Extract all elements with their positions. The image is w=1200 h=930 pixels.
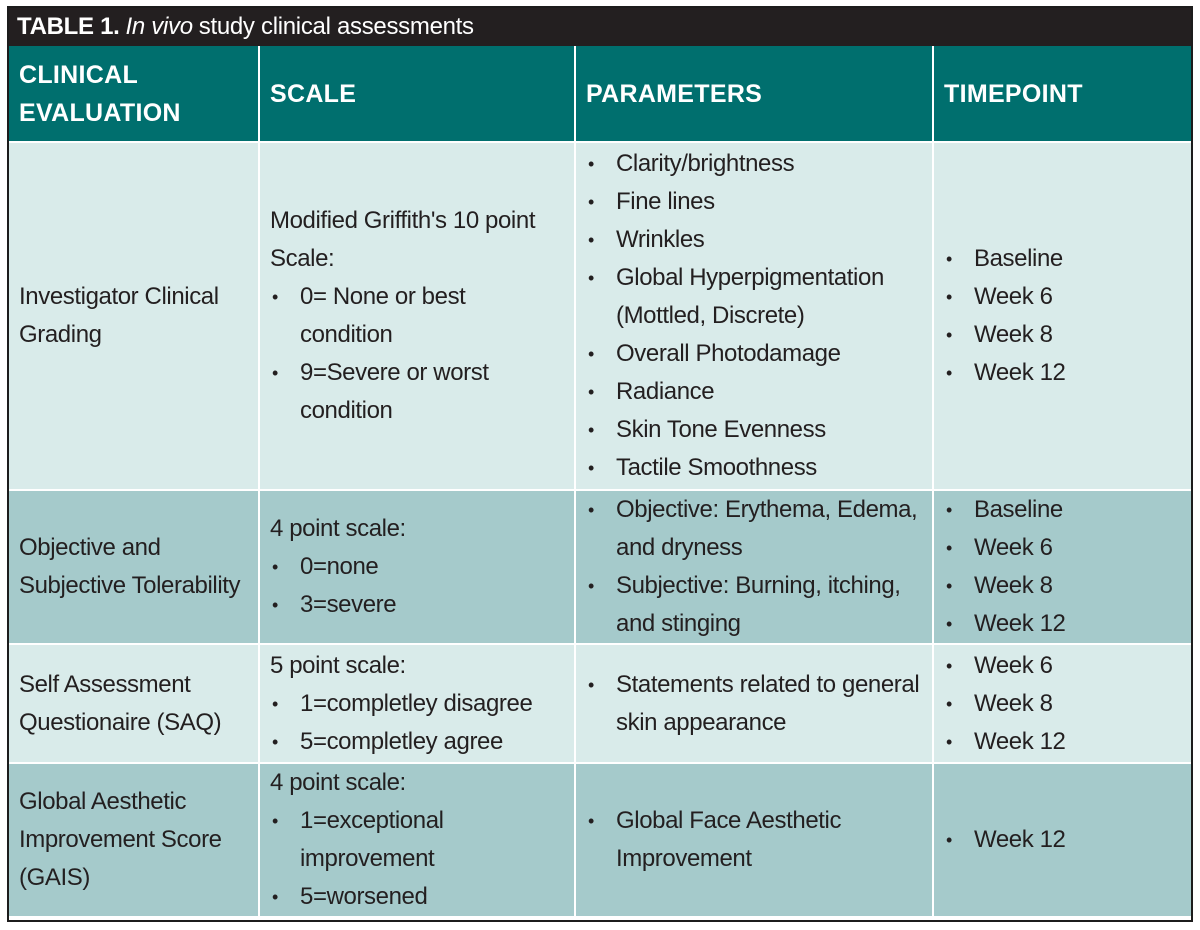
timepoint-item: Week 6 [944, 278, 1181, 316]
scale-title: 4 point scale: [270, 515, 406, 542]
timepoint-item: Week 8 [944, 685, 1181, 723]
timepoint-item: Baseline [944, 240, 1181, 278]
timepoint-item: Week 12 [944, 723, 1181, 761]
parameter-item: Clarity/brightness [586, 145, 922, 183]
table-header-row: CLINICAL EVALUATION SCALE PARAMETERS TIM… [9, 46, 1191, 142]
evaluation-name: Objective and Subjective Tolerability [19, 534, 241, 599]
timepoint-list: Week 12 [944, 821, 1181, 859]
assessments-table: CLINICAL EVALUATION SCALE PARAMETERS TIM… [9, 46, 1191, 916]
table-row: Self Assessment Questionaire (SAQ) 5 poin… [9, 643, 1191, 763]
scale-list: 1=exceptional improvement5=worsened [270, 802, 564, 916]
table-frame: TABLE 1. In vivo study clinical assessme… [7, 6, 1193, 922]
scale-item: 1=exceptional improvement [270, 802, 564, 878]
scale-title: 4 point scale: [270, 769, 406, 796]
evaluation-cell: Investigator Clinical Grading [9, 141, 260, 490]
timepoint-cell: Week 6Week 8Week 12 [933, 643, 1191, 763]
timepoint-cell: BaselineWeek 6Week 8Week 12 [933, 489, 1191, 644]
scale-cell: 4 point scale: 1=exceptional improvement5… [259, 762, 576, 916]
table-row: Investigator Clinical Grading Modified Gr… [9, 141, 1191, 490]
scale-item: 5=completley agree [270, 723, 564, 761]
scale-item: 3=severe [270, 586, 564, 624]
evaluation-cell: Global Aesthetic Improvement Score (GAIS… [9, 762, 260, 916]
parameter-item: Objective: Erythema, Edema, and dryness [586, 491, 922, 567]
evaluation-name: Global Aesthetic Improvement Score (GAIS… [19, 788, 222, 891]
table-number: TABLE 1. [17, 13, 120, 40]
timepoint-cell: Week 12 [933, 762, 1191, 916]
table-row: Objective and Subjective Tolerability 4 p… [9, 489, 1191, 644]
parameter-item: Wrinkles [586, 221, 922, 259]
parameter-item: Subjective: Burning, itching, and stingi… [586, 567, 922, 643]
timepoint-list: BaselineWeek 6Week 8Week 12 [944, 240, 1181, 392]
parameters-list: Global Face Aesthetic Improvement [586, 802, 922, 878]
parameter-item: Statements related to general skin appea… [586, 666, 922, 742]
scale-cell: 5 point scale: 1=completley disagree5=com… [259, 643, 576, 763]
table-title: TABLE 1. In vivo study clinical assessme… [9, 8, 1191, 46]
timepoint-item: Week 12 [944, 605, 1181, 643]
scale-item: 1=completley disagree [270, 685, 564, 723]
evaluation-name: Investigator Clinical Grading [19, 283, 219, 348]
scale-item: 9=Severe or worst condition [270, 354, 564, 430]
timepoint-list: Week 6Week 8Week 12 [944, 647, 1181, 761]
parameter-item: Skin Tone Evenness [586, 411, 922, 449]
parameters-list: Clarity/brightnessFine linesWrinklesGlob… [586, 145, 922, 487]
timepoint-item: Week 6 [944, 529, 1181, 567]
parameter-item: Global Face Aesthetic Improvement [586, 802, 922, 878]
scale-cell: Modified Griffith's 10 point Scale:0= No… [259, 141, 576, 490]
timepoint-item: Week 8 [944, 316, 1181, 354]
header-timepoint: TIMEPOINT [933, 46, 1191, 142]
evaluation-cell: Objective and Subjective Tolerability [9, 489, 260, 644]
scale-list: 1=completley disagree5=completley agree [270, 685, 564, 761]
timepoint-item: Week 6 [944, 647, 1181, 685]
parameter-item: Overall Photodamage [586, 335, 922, 373]
timepoint-cell: BaselineWeek 6Week 8Week 12 [933, 141, 1191, 490]
scale-cell: 4 point scale: 0=none3=severe [259, 489, 576, 644]
header-clinical-evaluation: CLINICAL EVALUATION [9, 46, 260, 142]
parameter-item: Fine lines [586, 183, 922, 221]
timepoint-item: Week 8 [944, 567, 1181, 605]
scale-title: Modified Griffith's 10 point Scale: [270, 207, 536, 272]
header-parameters: PARAMETERS [575, 46, 934, 142]
evaluation-name: Self Assessment Questionaire (SAQ) [19, 670, 222, 736]
parameter-item: Global Hyperpigmentation (Mottled, Discr… [586, 259, 922, 335]
parameters-cell: Global Face Aesthetic Improvement [575, 762, 934, 916]
evaluation-cell: Self Assessment Questionaire (SAQ) [9, 643, 260, 763]
scale-list: 0= None or best condition9=Severe or wor… [270, 278, 564, 430]
scale-item: 0=none [270, 548, 564, 586]
parameters-list: Objective: Erythema, Edema, and drynessS… [586, 491, 922, 643]
parameter-item: Radiance [586, 373, 922, 411]
timepoint-item: Week 12 [944, 821, 1181, 859]
timepoint-item: Week 12 [944, 354, 1181, 392]
table-row: Global Aesthetic Improvement Score (GAIS… [9, 762, 1191, 916]
parameter-item: Tactile Smoothness [586, 449, 922, 487]
header-scale: SCALE [259, 46, 576, 142]
scale-item: 5=worsened [270, 878, 564, 916]
parameters-cell: Objective: Erythema, Edema, and drynessS… [575, 489, 934, 644]
table-title-italic: In vivo [125, 13, 194, 40]
scale-list: 0=none3=severe [270, 548, 564, 624]
parameters-cell: Clarity/brightnessFine linesWrinklesGlob… [575, 141, 934, 490]
timepoint-list: BaselineWeek 6Week 8Week 12 [944, 491, 1181, 643]
scale-title: 5 point scale: [270, 651, 406, 679]
parameters-cell: Statements related to general skin appea… [575, 643, 934, 763]
parameters-list: Statements related to general skin appea… [586, 666, 922, 742]
scale-item: 0= None or best condition [270, 278, 564, 354]
timepoint-item: Baseline [944, 491, 1181, 529]
table-title-text: study clinical assessments [198, 13, 474, 40]
